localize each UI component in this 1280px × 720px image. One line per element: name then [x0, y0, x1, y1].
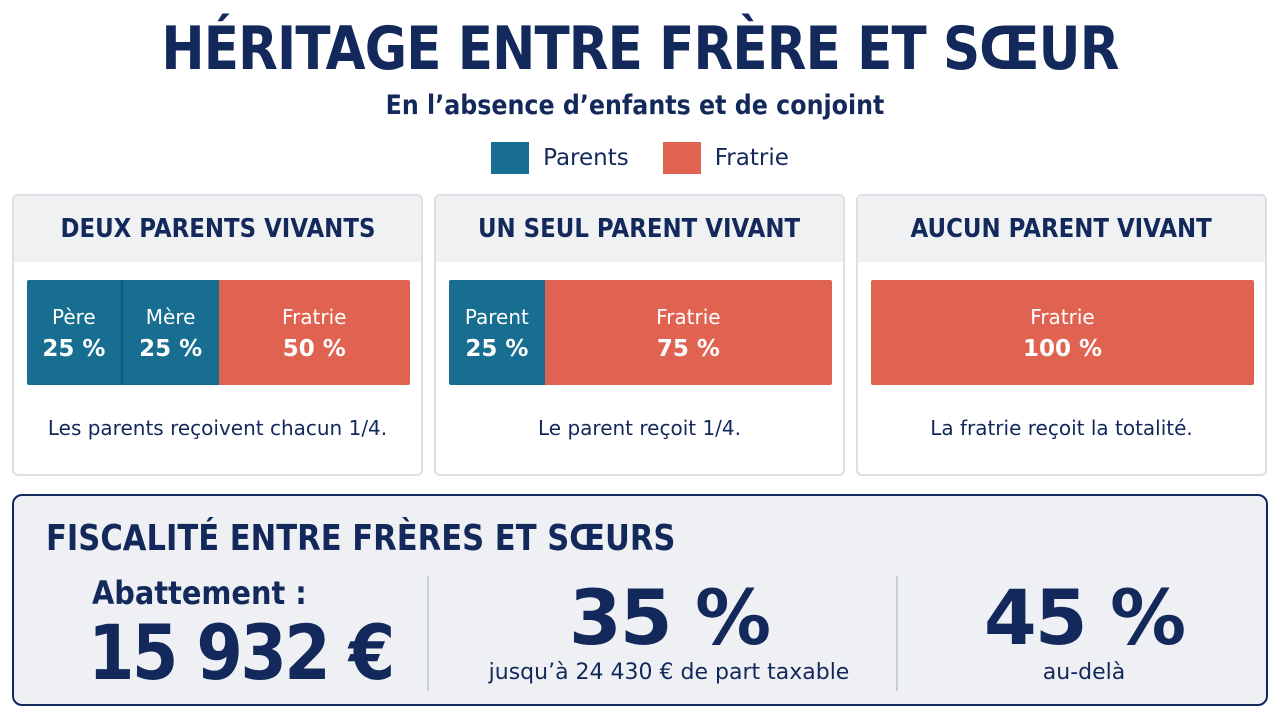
segment-percent: 50 % — [282, 335, 346, 362]
segment-label: Fratrie — [656, 304, 721, 329]
legend-label-parents: Parents — [543, 145, 629, 171]
segment-percent: 25 % — [465, 335, 529, 362]
rate-note: jusqu’à 24 430 € de part taxable — [488, 660, 850, 685]
legend-item-parents: Parents — [491, 142, 629, 174]
segment-percent: 75 % — [656, 335, 720, 362]
legend-item-fratrie: Fratrie — [662, 142, 789, 174]
abatement-value: 15 932 € — [88, 608, 395, 697]
segment-mere: Mère 25 % — [122, 280, 219, 385]
column-divider — [896, 576, 898, 691]
scenario-heading: AUCUN PARENT VIVANT — [858, 196, 1265, 262]
legend-swatch-fratrie — [662, 142, 701, 174]
segment-percent: 25 % — [42, 335, 106, 362]
segment-label: Père — [52, 304, 96, 329]
scenario-note: Les parents reçoivent chacun 1/4. — [47, 416, 388, 440]
rate-value: 45 % — [983, 573, 1186, 662]
segment-fratrie: Fratrie 75 % — [544, 280, 832, 385]
legend-label-fratrie: Fratrie — [714, 145, 789, 171]
legend-swatch-parents — [491, 142, 530, 174]
scenario-card-no-parent: AUCUN PARENT VIVANT Fratrie 100 % La fra… — [856, 194, 1267, 476]
share-bar: Père 25 % Mère 25 % Fratrie 50 % — [27, 280, 410, 385]
scenario-note: Le parent reçoit 1/4. — [538, 416, 741, 440]
legend: Parents Fratrie — [0, 142, 1280, 174]
segment-percent: 100 % — [1022, 335, 1103, 362]
fiscal-panel: FISCALITÉ ENTRE FRÈRES ET SŒURS Abatteme… — [12, 494, 1268, 706]
segment-percent: 25 % — [139, 335, 203, 362]
segment-fratrie: Fratrie 100 % — [871, 280, 1254, 385]
rate-column-45: 45 % au-delà — [904, 573, 1264, 686]
segment-label: Mère — [145, 304, 196, 329]
page-title: HÉRITAGE ENTRE FRÈRE ET SŒUR — [161, 14, 1119, 84]
segment-label: Parent — [464, 304, 529, 329]
scenario-note: La fratrie reçoit la totalité. — [930, 416, 1193, 440]
segment-pere: Père 25 % — [27, 280, 123, 385]
scenario-heading: UN SEUL PARENT VIVANT — [436, 196, 843, 262]
rate-column-35: 35 % jusqu’à 24 430 € de part taxable — [444, 573, 894, 686]
segment-fratrie: Fratrie 50 % — [218, 280, 410, 385]
page-subtitle: En l’absence d’enfants et de conjoint — [385, 90, 885, 121]
share-bar: Fratrie 100 % — [871, 280, 1254, 385]
abatement-label: Abattement : — [92, 574, 307, 612]
share-bar: Parent 25 % Fratrie 75 % — [449, 280, 832, 385]
segment-label: Fratrie — [1030, 304, 1095, 329]
scenario-card-two-parents: DEUX PARENTS VIVANTS Père 25 % Mère 25 %… — [12, 194, 423, 476]
segment-parent: Parent 25 % — [449, 280, 545, 385]
scenario-heading: DEUX PARENTS VIVANTS — [14, 196, 421, 262]
fiscal-title: FISCALITÉ ENTRE FRÈRES ET SŒURS — [46, 518, 676, 559]
segment-label: Fratrie — [282, 304, 347, 329]
column-divider — [427, 576, 429, 691]
scenario-card-one-parent: UN SEUL PARENT VIVANT Parent 25 % Fratri… — [434, 194, 845, 476]
rate-note: au-delà — [1042, 660, 1126, 685]
rate-value: 35 % — [568, 573, 771, 662]
